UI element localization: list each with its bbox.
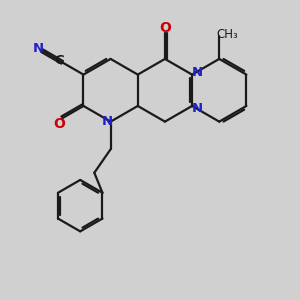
Text: O: O: [53, 117, 65, 130]
Text: CH₃: CH₃: [217, 28, 238, 41]
Text: N: N: [101, 115, 112, 128]
Text: N: N: [32, 42, 44, 55]
Text: O: O: [159, 21, 171, 35]
Text: N: N: [191, 102, 203, 115]
Text: C: C: [54, 54, 64, 67]
Text: N: N: [191, 66, 203, 79]
